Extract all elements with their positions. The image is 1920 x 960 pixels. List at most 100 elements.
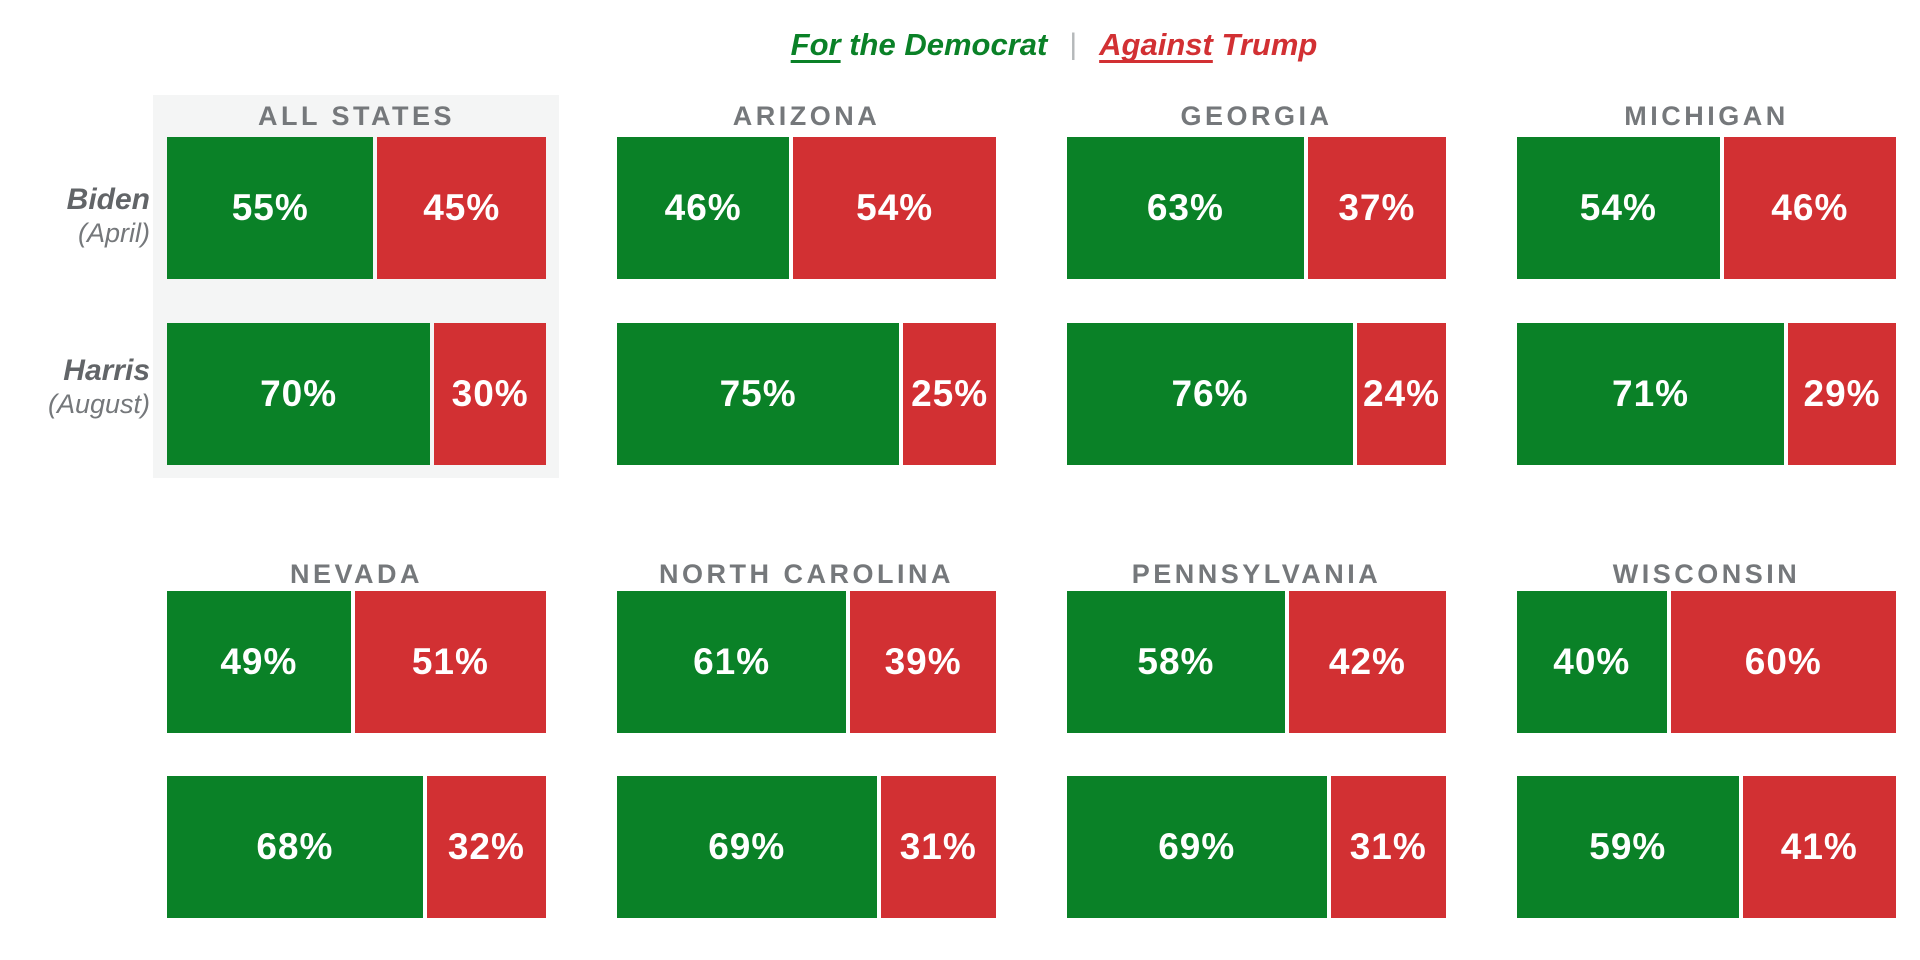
panel-group-top: ALL STATES 55% 45% 70% 30% ARIZONA 46% 5… — [153, 95, 1896, 478]
for-segment: 54% — [1517, 137, 1720, 279]
row-label-biden-april: Biden (April) — [0, 182, 150, 249]
for-segment: 68% — [167, 776, 423, 918]
row-label-period: (April) — [78, 218, 150, 248]
bar-harris-august: 59% 41% — [1517, 776, 1896, 918]
legend-against-word: Against — [1099, 27, 1213, 62]
percent-label: 75% — [719, 373, 797, 414]
against-segment: 24% — [1357, 323, 1446, 465]
percent-label: 42% — [1328, 641, 1406, 682]
percent-label: 37% — [1338, 187, 1416, 228]
for-segment: 58% — [1067, 591, 1285, 733]
for-segment: 69% — [1067, 776, 1327, 918]
bar-biden-april: 55% 45% — [167, 137, 546, 279]
against-segment: 25% — [903, 323, 996, 465]
percent-label: 59% — [1589, 826, 1667, 867]
state-title: GEORGIA — [1180, 100, 1333, 131]
panel-michigan: MICHIGAN 54% 46% 71% 29% — [1517, 95, 1896, 465]
against-segment: 54% — [793, 137, 996, 279]
percent-label: 45% — [423, 187, 501, 228]
against-segment: 60% — [1670, 591, 1896, 733]
percent-label: 31% — [899, 826, 977, 867]
state-title: WISCONSIN — [1612, 558, 1801, 589]
for-segment: 75% — [617, 323, 900, 465]
row-label-harris-august: Harris (August) — [0, 353, 150, 420]
percent-label: 61% — [693, 641, 771, 682]
percent-label: 25% — [911, 373, 989, 414]
percent-label: 69% — [1158, 826, 1236, 867]
against-segment: 32% — [426, 776, 546, 918]
bar-harris-august: 75% 25% — [617, 323, 996, 465]
against-segment: 45% — [377, 137, 546, 279]
for-segment: 59% — [1517, 776, 1739, 918]
bar-harris-august: 76% 24% — [1067, 323, 1446, 465]
legend-against-rest: Trump — [1212, 27, 1318, 62]
row-label-period: (August) — [47, 389, 150, 419]
percent-label: 60% — [1744, 641, 1822, 682]
percent-label: 49% — [220, 641, 298, 682]
against-segment: 39% — [850, 591, 996, 733]
against-segment: 41% — [1742, 776, 1896, 918]
against-segment: 31% — [880, 776, 996, 918]
for-segment: 76% — [1067, 323, 1354, 465]
against-segment: 31% — [1330, 776, 1446, 918]
percent-label: 76% — [1171, 373, 1249, 414]
percent-label: 69% — [708, 826, 786, 867]
for-segment: 63% — [1067, 137, 1304, 279]
for-segment: 46% — [617, 137, 790, 279]
legend-against-trump: Against Trump — [1099, 26, 1317, 64]
bar-biden-april: 63% 37% — [1067, 137, 1446, 279]
state-title: MICHIGAN — [1624, 100, 1789, 131]
percent-label: 71% — [1612, 373, 1690, 414]
for-segment: 71% — [1517, 323, 1785, 465]
bar-harris-august: 71% 29% — [1517, 323, 1896, 465]
percent-label: 46% — [1771, 187, 1849, 228]
bar-biden-april: 58% 42% — [1067, 591, 1446, 733]
chart-legend: For the Democrat | Against Trump — [791, 26, 1318, 64]
percent-label: 46% — [664, 187, 742, 228]
panel-pennsylvania: PENNSYLVANIA 58% 42% 69% 31% — [1067, 557, 1446, 918]
legend-for-word: For — [790, 27, 841, 62]
against-segment: 30% — [434, 323, 546, 465]
panel-georgia: GEORGIA 63% 37% 76% 24% — [1067, 95, 1446, 465]
percent-label: 54% — [856, 187, 934, 228]
legend-for-democrat: For the Democrat — [791, 26, 1048, 64]
percent-label: 40% — [1553, 641, 1631, 682]
bar-harris-august: 69% 31% — [1067, 776, 1446, 918]
panel-group-bottom: NEVADA 49% 51% 68% 32% NORTH CAROLINA 61… — [167, 557, 1896, 918]
bar-harris-august: 70% 30% — [167, 323, 546, 465]
percent-label: 29% — [1803, 373, 1881, 414]
row-label-name: Biden — [66, 183, 150, 216]
row-label-name: Harris — [63, 354, 150, 387]
against-segment: 29% — [1788, 323, 1896, 465]
panel-north-carolina: NORTH CAROLINA 61% 39% 69% 31% — [617, 557, 996, 918]
bar-harris-august: 68% 32% — [167, 776, 546, 918]
legend-divider: | — [1069, 28, 1078, 61]
percent-label: 63% — [1146, 187, 1224, 228]
for-segment: 70% — [167, 323, 431, 465]
for-segment: 55% — [167, 137, 374, 279]
for-segment: 69% — [617, 776, 877, 918]
legend-for-rest: the Democrat — [840, 27, 1048, 62]
panel-nevada: NEVADA 49% 51% 68% 32% — [167, 557, 546, 918]
bar-biden-april: 40% 60% — [1517, 591, 1896, 733]
panel-wisconsin: WISCONSIN 40% 60% 59% 41% — [1517, 557, 1896, 918]
bar-harris-august: 69% 31% — [617, 776, 996, 918]
percent-label: 41% — [1780, 826, 1858, 867]
percent-label: 24% — [1362, 373, 1441, 414]
state-title: NORTH CAROLINA — [659, 558, 954, 589]
for-segment: 49% — [167, 591, 351, 733]
against-segment: 46% — [1723, 137, 1896, 279]
state-title: PENNSYLVANIA — [1131, 558, 1382, 589]
bar-biden-april: 46% 54% — [617, 137, 996, 279]
state-title: ALL STATES — [258, 100, 455, 131]
bar-biden-april: 49% 51% — [167, 591, 546, 733]
percent-label: 55% — [231, 187, 309, 228]
percent-label: 32% — [447, 826, 525, 867]
against-segment: 42% — [1288, 591, 1446, 733]
percent-label: 51% — [411, 641, 489, 682]
for-segment: 40% — [1517, 591, 1667, 733]
percent-label: 68% — [256, 826, 334, 867]
percent-label: 54% — [1579, 187, 1657, 228]
state-title: NEVADA — [289, 558, 423, 589]
